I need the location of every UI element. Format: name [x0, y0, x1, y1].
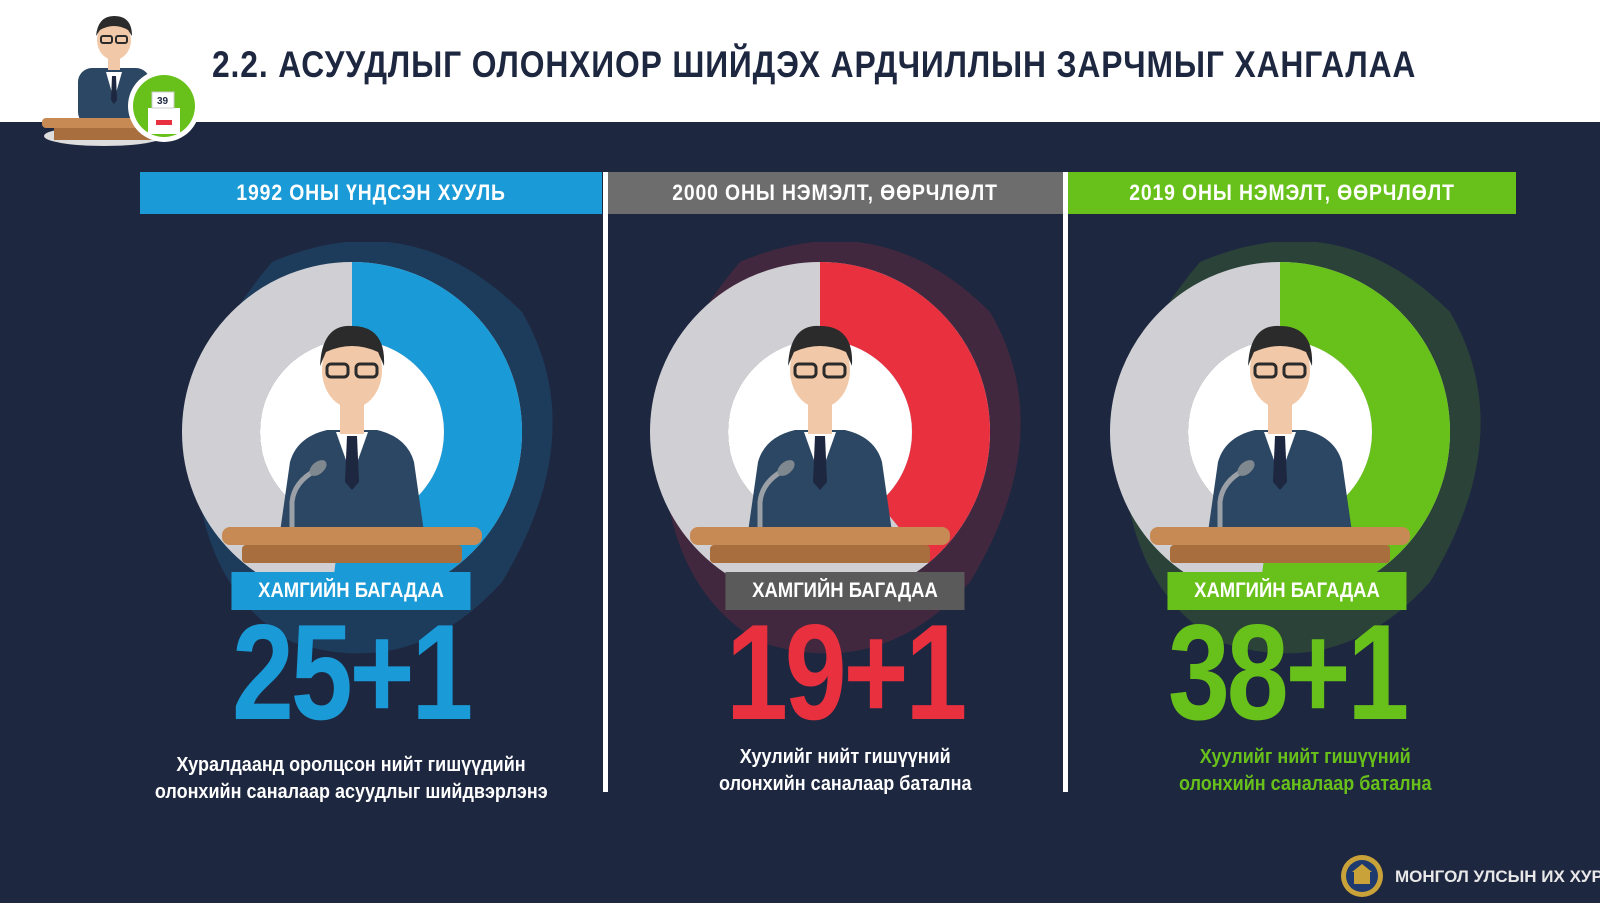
minimum-badge-1992: ХАМГИЙН БАГАДАА [231, 572, 471, 610]
speaker-ballot-icon: 39 [34, 8, 212, 152]
speaker-glasses-right [822, 362, 847, 379]
speaker-donut-icon [650, 242, 1021, 654]
panel-header-label: 1992 ОНЫ ҮНДСЭН ХУУЛЬ [236, 180, 506, 205]
panel-header-1992: 1992 ОНЫ ҮНДСЭН ХУУЛЬ [140, 172, 602, 214]
podium-top [222, 527, 482, 545]
panel-divider [603, 172, 608, 792]
organization-name: МОНГОЛ УЛСЫН ИХ ХУРАЛ [1395, 867, 1600, 886]
panel-header-label: 2019 ОНЫ НЭМЭЛТ, ӨӨРЧЛӨЛТ [1129, 180, 1455, 205]
quorum-number-2000: 19+1 [725, 596, 967, 748]
speaker-tie [813, 436, 827, 490]
microphone-head [777, 460, 795, 476]
quorum-number-2019: 38+1 [1167, 596, 1409, 748]
page-title: 2.2. АСУУДЛЫГ ОЛОНХИОР ШИЙДЭХ АРДЧИЛЛЫН … [212, 44, 1417, 85]
podium-base [242, 545, 462, 563]
speaker-glasses-left [793, 362, 818, 379]
description-2019: Хуулийг нийт гишүүний олонхийн саналаар б… [1178, 746, 1432, 795]
minimum-badge-2000: ХАМГИЙН БАГАДАА [725, 572, 965, 610]
header-bar [0, 0, 1600, 122]
speaker-glasses-right [1282, 362, 1307, 379]
description-1992: Хуралдаанд оролцсон нийт гишүүдийн олонхи… [154, 754, 548, 803]
microphone-head [309, 460, 327, 476]
panel-2000: 2000 ОНЫ НЭМЭЛТ, ӨӨРЧЛӨЛТ [608, 172, 1068, 792]
ballot-number: 39 [157, 96, 169, 107]
panel-1992: 1992 ОНЫ ҮНДСЭН ХУУЛЬ [140, 172, 602, 792]
speaker-head [1250, 332, 1310, 408]
description-2000: Хуулийг нийт гишүүний олонхийн саналаар б… [718, 746, 972, 795]
speaker-glasses-left [1253, 362, 1278, 379]
panel-header-label: 2000 ОНЫ НЭМЭЛТ, ӨӨРЧЛӨЛТ [672, 180, 999, 205]
speaker-donut-icon [182, 242, 553, 654]
speaker-head [790, 332, 850, 408]
speaker-hair [320, 325, 385, 366]
speaker-glasses-left [325, 362, 350, 379]
parliament-emblem-icon [1340, 854, 1384, 898]
podium-top [690, 527, 950, 545]
quorum-number-1992: 25+1 [231, 596, 473, 748]
speaker-hair [788, 325, 853, 366]
speaker-glasses-right [354, 362, 379, 379]
speaker-tie [1273, 436, 1287, 490]
speaker-head [322, 332, 382, 408]
minimum-badge-2019: ХАМГИЙН БАГАДАА [1167, 572, 1407, 610]
speaker-donut-icon [1110, 242, 1481, 654]
speaker-hair [1248, 325, 1313, 366]
ring-fill [818, 262, 990, 563]
microphone-head [1237, 460, 1255, 476]
panel-2019: 2019 ОНЫ НЭМЭЛТ, ӨӨРЧЛӨЛТ [1068, 172, 1528, 792]
podium-top [1150, 527, 1410, 545]
panel-header-2019: 2019 ОНЫ НЭМЭЛТ, ӨӨРЧЛӨЛТ [1068, 172, 1516, 214]
podium-base [710, 545, 930, 563]
panel-header-2000: 2000 ОНЫ НЭМЭЛТ, ӨӨРЧЛӨЛТ [608, 172, 1063, 214]
speaker-tie [345, 436, 359, 490]
podium-base [1170, 545, 1390, 563]
panel-divider [1063, 172, 1068, 792]
